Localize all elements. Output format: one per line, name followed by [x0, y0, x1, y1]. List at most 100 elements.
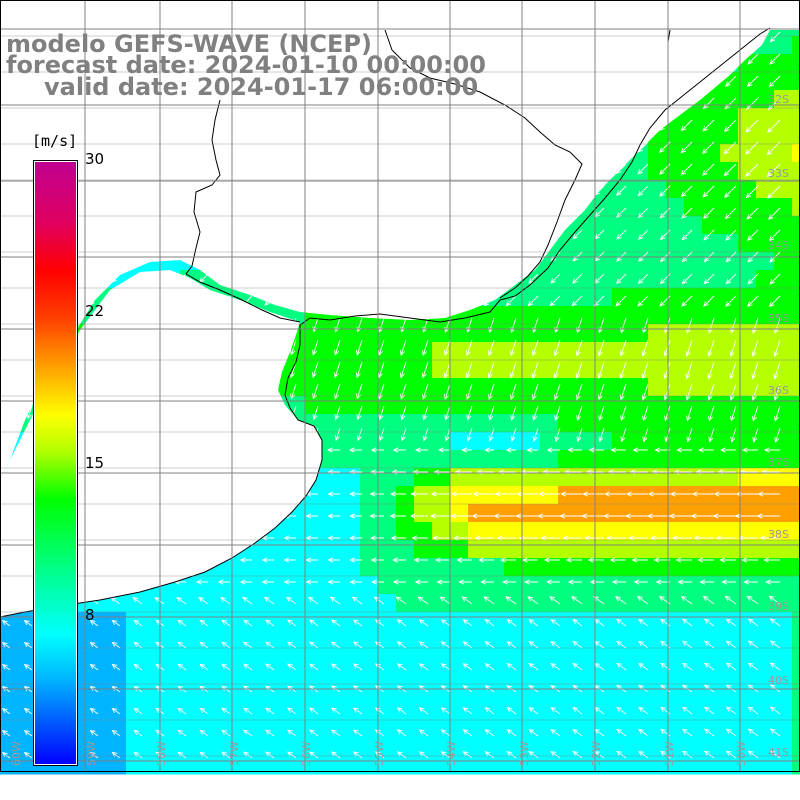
- wind-arrow: [697, 557, 714, 563]
- wind-arrow: [571, 295, 583, 307]
- wind-cell: [702, 342, 721, 361]
- wind-cell: [792, 720, 800, 739]
- wind-cell: [378, 396, 397, 415]
- wind-arrow: [199, 729, 209, 737]
- wind-cell: [432, 684, 451, 703]
- wind-cell: [324, 666, 343, 685]
- wind-cell: [342, 630, 361, 649]
- wind-arrow: [723, 119, 737, 133]
- wind-arrow: [715, 535, 736, 541]
- wind-arrow: [421, 339, 429, 357]
- wind-cell: [522, 378, 541, 397]
- wind-cell: [756, 666, 775, 685]
- wind-cell: [504, 396, 523, 415]
- wind-cell: [792, 162, 800, 181]
- wind-cell: [774, 540, 793, 559]
- wind-cell: [432, 558, 451, 577]
- wind-arrow: [285, 596, 297, 605]
- wind-arrow: [466, 405, 473, 421]
- wind-cell: [378, 648, 397, 667]
- wind-arrow: [506, 751, 517, 759]
- wind-cell: [396, 702, 415, 721]
- wind-arrow: [334, 427, 341, 442]
- wind-arrow: [572, 706, 583, 715]
- wind-cell: [324, 450, 343, 469]
- wind-cell: [594, 648, 613, 667]
- wind-cell: [558, 306, 577, 325]
- wind-cell: [630, 540, 649, 559]
- wind-cell: [540, 378, 559, 397]
- wind-arrow: [23, 642, 33, 649]
- wind-cell: [792, 504, 800, 523]
- wind-cell: [594, 504, 613, 523]
- wind-cell: [468, 648, 487, 667]
- wind-cell: [792, 144, 800, 163]
- wind-arrow: [647, 491, 670, 497]
- wind-arrow: [307, 596, 319, 605]
- wind-arrow: [543, 557, 560, 563]
- wind-cell: [702, 522, 721, 541]
- wind-cell: [252, 666, 271, 685]
- wind-arrow: [703, 750, 715, 759]
- wind-arrow: [747, 618, 759, 627]
- wind-cell: [774, 432, 793, 451]
- wind-cell: [774, 720, 793, 739]
- wind-cell: [18, 720, 37, 739]
- wind-cell: [342, 702, 361, 721]
- wind-cell: [468, 738, 487, 757]
- wind-cell: [720, 450, 739, 469]
- title-forecast-date: forecast date: 2024-01-10 00:00:00: [6, 51, 486, 79]
- wind-arrow: [616, 229, 627, 240]
- wind-arrow: [462, 707, 473, 715]
- wind-arrow: [438, 447, 450, 453]
- wind-cell: [576, 360, 595, 379]
- wind-cell: [378, 558, 397, 577]
- wind-cell: [360, 648, 379, 667]
- wind-cell: [342, 342, 361, 361]
- wind-cell: [468, 324, 487, 343]
- wind-arrow: [472, 491, 494, 497]
- wind-cell: [792, 738, 800, 757]
- wind-cell: [396, 558, 415, 577]
- wind-arrow: [432, 535, 450, 541]
- wind-arrow: [283, 579, 296, 585]
- wind-cell: [378, 630, 397, 649]
- wind-cell: [648, 198, 667, 217]
- wind-arrow: [685, 383, 693, 401]
- wind-cell: [630, 558, 649, 577]
- wind-cell: [522, 468, 541, 487]
- wind-cell: [738, 720, 757, 739]
- wind-cell: [450, 414, 469, 433]
- wind-arrow: [637, 163, 649, 175]
- wind-cell: [738, 414, 757, 433]
- wind-cell: [396, 720, 415, 739]
- wind-cell: [288, 558, 307, 577]
- wind-arrow: [351, 596, 363, 605]
- wind-cell: [612, 252, 631, 271]
- wind-arrow: [725, 618, 737, 627]
- wind-cell: [738, 216, 757, 235]
- wind-cell: [648, 576, 667, 595]
- wind-cell: [756, 486, 775, 505]
- wind-arrow: [392, 447, 406, 453]
- wind-cell: [324, 630, 343, 649]
- wind-arrow: [327, 579, 340, 585]
- wind-cell: [342, 378, 361, 397]
- wind-arrow: [505, 596, 517, 605]
- wind-arrow: [528, 729, 539, 737]
- wind-arrow: [378, 339, 385, 356]
- wind-cell: [288, 342, 307, 361]
- wind-cell: [738, 630, 757, 649]
- wind-cell: [630, 432, 649, 451]
- wind-cell: [522, 540, 541, 559]
- wind-cell: [144, 648, 163, 667]
- wind-cell: [774, 450, 793, 469]
- wind-cell: [198, 666, 217, 685]
- wind-cell: [198, 630, 217, 649]
- wind-arrow: [702, 163, 715, 176]
- wind-cell: [540, 666, 559, 685]
- wind-cell: [558, 378, 577, 397]
- wind-arrow: [484, 619, 495, 627]
- wind-cell: [468, 720, 487, 739]
- wind-cell: [378, 684, 397, 703]
